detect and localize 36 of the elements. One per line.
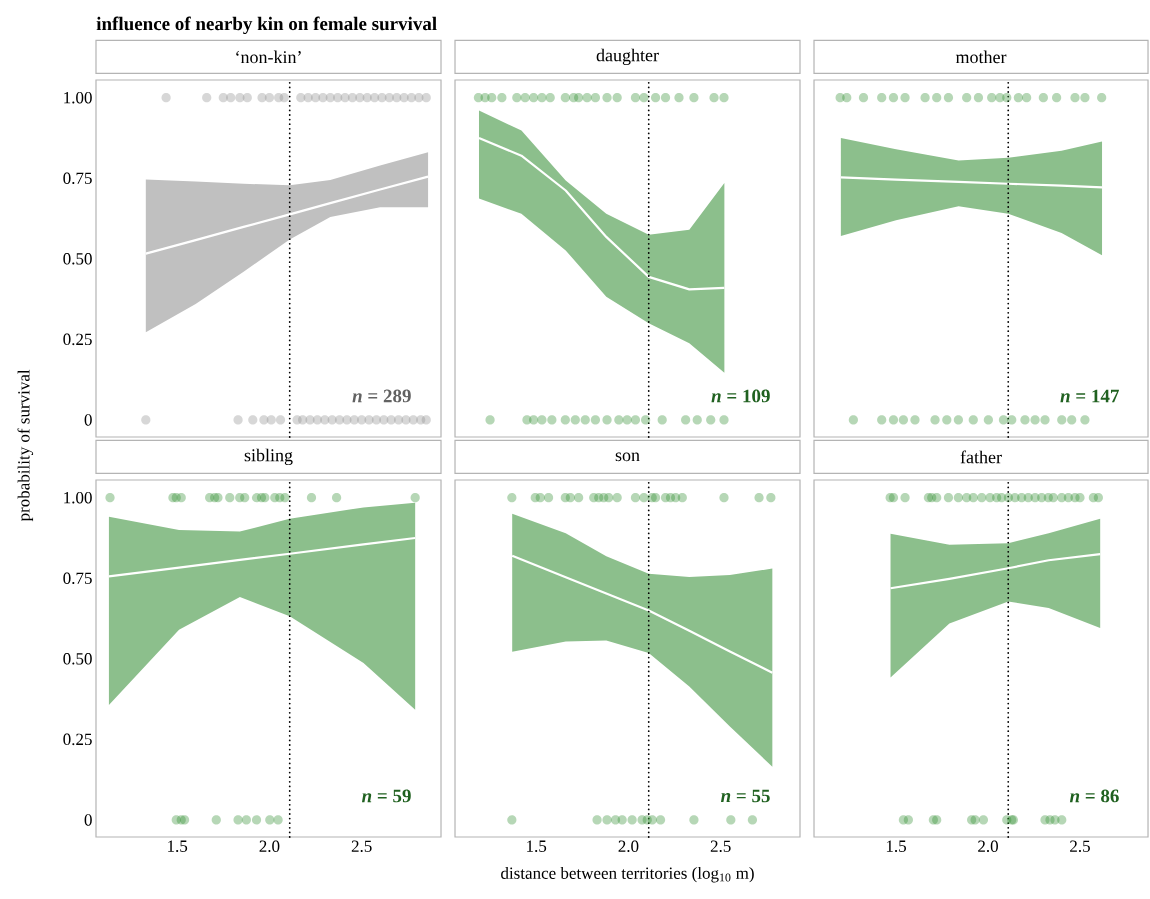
y-tick-label: 0.50 [63, 253, 92, 265]
annotation: n = 289 [352, 389, 411, 403]
y-tick-label: 0 [84, 414, 92, 426]
x-axis-title: distance between territories (log$_{10}$ m) [501, 866, 754, 883]
chart-title: father [960, 450, 1002, 464]
annotation: n = 147 [1060, 389, 1119, 403]
line-series [107, 536, 417, 578]
y-axis-title: probability of survival [17, 369, 34, 522]
y-tick-label: 0.75 [63, 172, 92, 185]
chart-title: son [615, 452, 640, 462]
text: influence of nearby kin on female survival [96, 16, 437, 35]
y-tick-label: 1.00 [64, 91, 92, 104]
x-tick-label: 2.5 [710, 840, 731, 853]
x-tick-label: 2.0 [259, 840, 280, 853]
y-tick-label: 0 [84, 814, 92, 826]
chart-title: daughter [596, 48, 659, 66]
chart-title: sibling [244, 448, 293, 466]
annotation: n = 55 [720, 789, 770, 803]
y-tick-label: 0.50 [63, 653, 92, 665]
x-tick-label: 2.0 [618, 840, 639, 853]
y-tick-label: 0.25 [63, 333, 92, 346]
x-tick-label: 1.5 [527, 840, 547, 852]
y-tick-label: 0.25 [63, 733, 92, 746]
annotation: n = 59 [361, 789, 411, 803]
annotation: n = 109 [711, 389, 770, 403]
annotation: n = 86 [1069, 789, 1119, 803]
x-tick-label: 1.5 [886, 840, 907, 852]
y-tick-label: 1.00 [64, 491, 92, 504]
chart-title: mother [955, 50, 1007, 64]
line-series [144, 175, 430, 255]
x-tick-label: 1.5 [168, 840, 188, 852]
y-tick-label: 0.75 [63, 572, 92, 585]
x-tick-label: 2.0 [978, 840, 998, 853]
x-tick-label: 2.5 [351, 840, 372, 853]
chart-title: ‘non-kin’ [236, 50, 301, 64]
x-tick-label: 2.5 [1070, 840, 1090, 853]
